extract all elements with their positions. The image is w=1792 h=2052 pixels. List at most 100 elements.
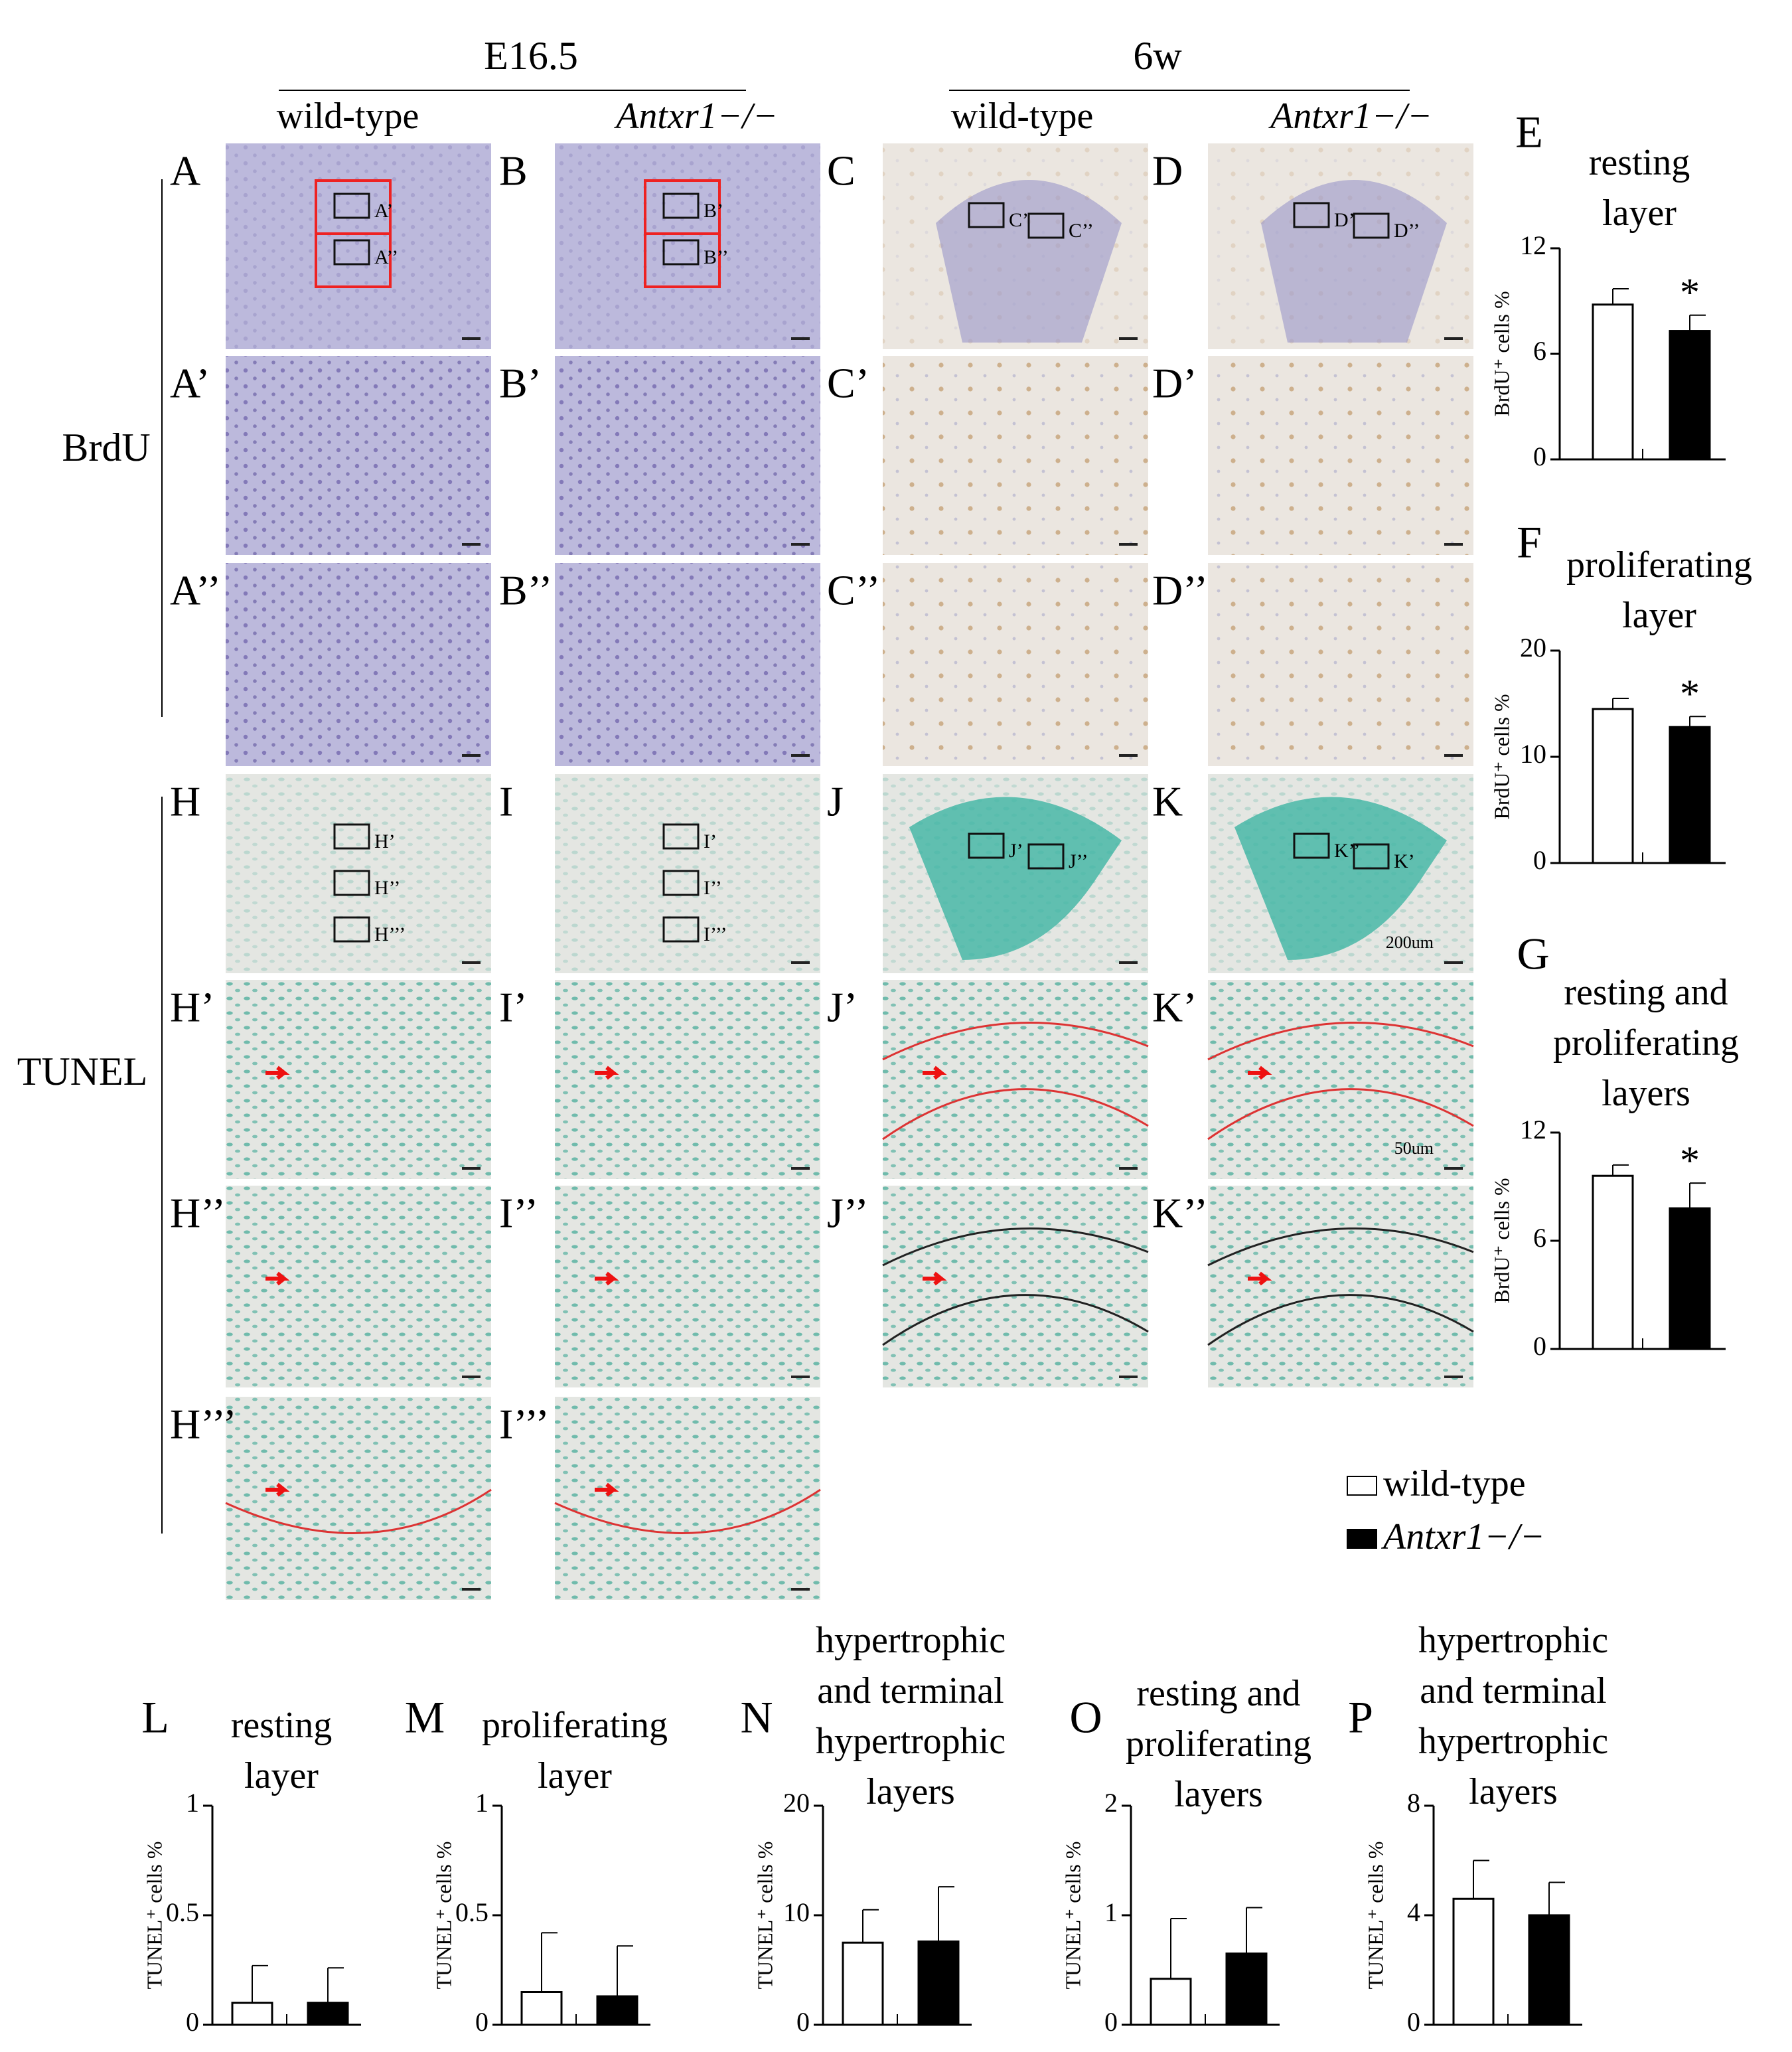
y-tick-label: 4 (1407, 1897, 1420, 1927)
inset-label: D’ (1334, 209, 1355, 231)
zone-line (1207, 1021, 1474, 1061)
stained-tissue (1261, 180, 1447, 343)
column-label: wild-type (951, 96, 1094, 137)
y-tick-label: 10 (1520, 739, 1546, 769)
chart-label: P (1348, 1692, 1373, 1743)
zone-line (1207, 1294, 1474, 1346)
bar (917, 1940, 960, 2026)
legend-label: Antxr1−/− (1381, 1516, 1545, 1557)
bar (1592, 303, 1634, 461)
inset-label: D’’ (1394, 220, 1420, 242)
inset-label: C’ (1009, 209, 1029, 231)
y-tick-label: 6 (1533, 336, 1546, 366)
y-tick-label: 20 (783, 1788, 810, 1818)
inset-box (1353, 212, 1390, 239)
chart-label: M (405, 1692, 445, 1743)
y-axis-label: BrdU⁺ cells % (1489, 291, 1513, 416)
inset-label: K’ (1394, 850, 1415, 872)
chart-title: layers (1174, 1774, 1263, 1815)
micrograph-texture (555, 1397, 820, 1600)
zone-line (1207, 1088, 1474, 1141)
panel-label: A’’ (170, 567, 221, 614)
chart-label: F (1517, 517, 1542, 568)
y-tick-label: 6 (1533, 1223, 1546, 1253)
inset-box (1353, 843, 1390, 870)
inset-label: I’’ (704, 877, 722, 899)
column-label: Antxr1−/− (1268, 96, 1432, 137)
bar (1452, 1897, 1495, 2026)
zone-line (554, 1488, 821, 1534)
inset-box (333, 239, 370, 266)
panel-label: D (1152, 147, 1183, 195)
panel-label: J’ (827, 984, 858, 1031)
panel-label: H’’ (170, 1190, 226, 1237)
inset-label: J’ (1009, 840, 1023, 862)
chart-title: layer (538, 1755, 612, 1796)
panel-label: I’’’ (499, 1401, 550, 1448)
chart-label: G (1517, 929, 1549, 979)
y-tick-label: 20 (1520, 633, 1546, 663)
y-tick-label: 0 (1407, 2007, 1420, 2037)
micrograph-texture (1208, 356, 1473, 555)
inset-box (662, 870, 700, 896)
panel-label: B’’ (499, 567, 553, 614)
y-tick-label: 0 (796, 2007, 810, 2037)
zone-line (882, 1021, 1149, 1061)
chart-title: and terminal (1420, 1670, 1606, 1711)
panel-label: D’’ (1152, 567, 1208, 614)
scale-label: 200um (1386, 933, 1434, 952)
row-label: TUNEL (17, 1050, 148, 1093)
y-tick-label: 1 (1104, 1897, 1118, 1927)
bar (1150, 1978, 1192, 2026)
y-tick-label: 0 (475, 2007, 488, 2037)
micrograph-texture (883, 980, 1148, 1179)
panel-label: C (827, 147, 856, 195)
inset-box (968, 832, 1005, 859)
zone-line (225, 1488, 492, 1534)
panel-label: H’ (170, 984, 215, 1031)
inset-label: A’ (374, 200, 393, 222)
panel-label: K’ (1152, 984, 1197, 1031)
legend-swatch (1347, 1529, 1377, 1549)
inset-label: H’’’ (374, 923, 406, 945)
inset-label: I’ (704, 830, 717, 852)
inset-label: I’’’ (704, 923, 727, 945)
y-axis-label: BrdU⁺ cells % (1489, 1178, 1513, 1303)
panel-label: B’ (499, 360, 542, 407)
bar (1528, 1914, 1570, 2026)
arrow (1248, 1065, 1272, 1080)
inset-label: B’’ (704, 246, 729, 268)
chart-label: N (740, 1692, 773, 1743)
significance-marker: * (1680, 1139, 1700, 1182)
y-tick-label: 0 (1533, 441, 1546, 471)
y-axis-label: TUNEL⁺ cells % (1061, 1841, 1084, 1989)
chart-title: layers (1602, 1073, 1690, 1114)
inset-label: J’’ (1069, 850, 1088, 872)
inset-label: A’’ (374, 246, 398, 268)
panel-label: C’ (827, 360, 869, 407)
y-tick-label: 2 (1104, 1788, 1118, 1818)
micrograph-texture (1208, 1186, 1473, 1387)
zone-line (882, 1227, 1149, 1267)
chart-title: hypertrophic (1418, 1620, 1608, 1661)
y-tick-label: 1 (186, 1788, 199, 1818)
y-tick-label: 12 (1520, 1115, 1546, 1144)
y-tick-label: 1 (475, 1788, 488, 1818)
chart-label: O (1069, 1692, 1102, 1743)
significance-marker: * (1680, 270, 1700, 314)
stained-tissue (1234, 797, 1447, 960)
inset-label: C’’ (1069, 220, 1094, 242)
panel-label: A’ (170, 360, 210, 407)
bar (1669, 726, 1711, 864)
inset-box (1293, 832, 1330, 859)
y-axis-label: TUNEL⁺ cells % (1363, 1841, 1387, 1989)
chart-title: layer (1602, 193, 1677, 234)
y-tick-label: 12 (1520, 230, 1546, 260)
chart-title: resting and (1564, 972, 1728, 1013)
micrograph-texture (883, 563, 1148, 766)
micrograph-texture (226, 980, 491, 1179)
y-axis-label: TUNEL⁺ cells % (753, 1841, 777, 1989)
y-axis-label: TUNEL⁺ cells % (431, 1841, 455, 1989)
chart-title: layer (244, 1755, 319, 1796)
panel-label: C’’ (827, 567, 881, 614)
